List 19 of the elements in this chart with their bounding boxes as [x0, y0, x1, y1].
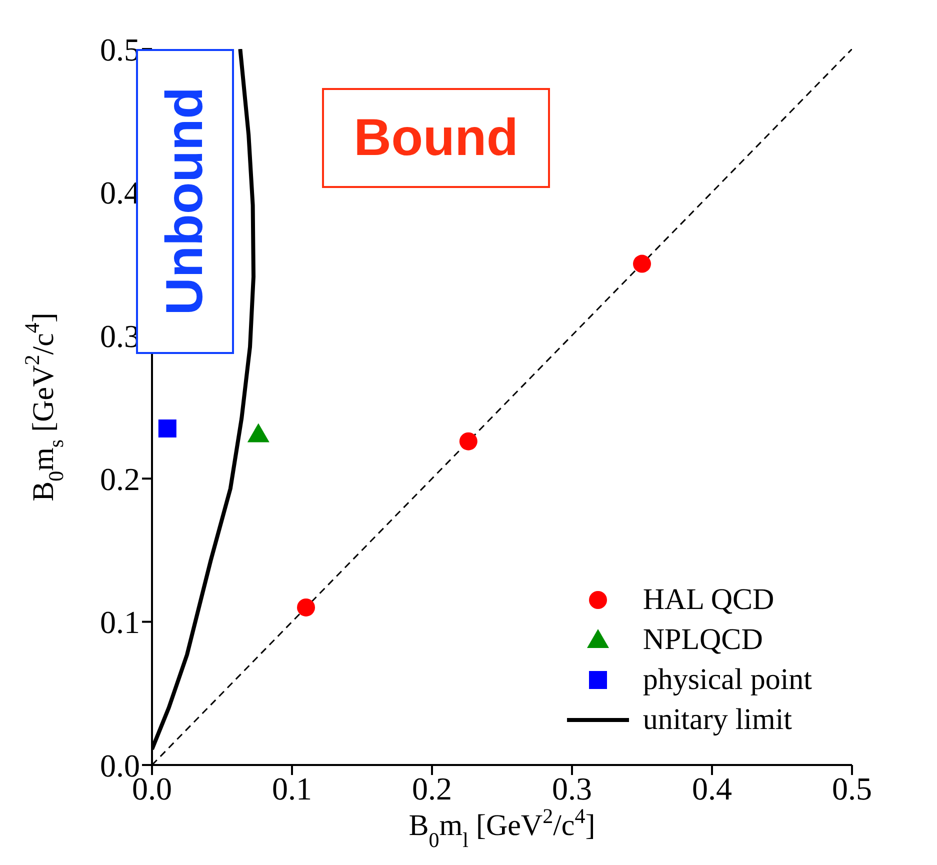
text: B$_{0}$m$_{l}$ [GeV$^{2}$/c$^{4}$]: [408, 804, 596, 852]
point: [633, 254, 651, 273]
y-tick-label: 0.1: [100, 604, 140, 640]
point: [158, 419, 176, 438]
x-tick-label: 0.1: [272, 770, 312, 807]
y-tick-label: 0.2: [100, 460, 140, 497]
legend-label: HAL QCD: [642, 582, 774, 618]
point: [459, 432, 478, 450]
point: [297, 598, 315, 616]
x-tick-label: 0.5: [832, 770, 872, 807]
legend-label: unitary limit: [642, 702, 792, 738]
x-tick-label: 0.4: [692, 770, 732, 807]
point: [247, 423, 270, 442]
x-tick-label: 0.2: [412, 770, 452, 807]
annotation: Unbound: [155, 87, 215, 316]
legend-label: NPLQCD: [642, 622, 763, 658]
x-tick-label: 0.3: [552, 770, 592, 807]
legend-label: physical point: [642, 662, 812, 698]
annotation: Bound: [354, 108, 518, 168]
